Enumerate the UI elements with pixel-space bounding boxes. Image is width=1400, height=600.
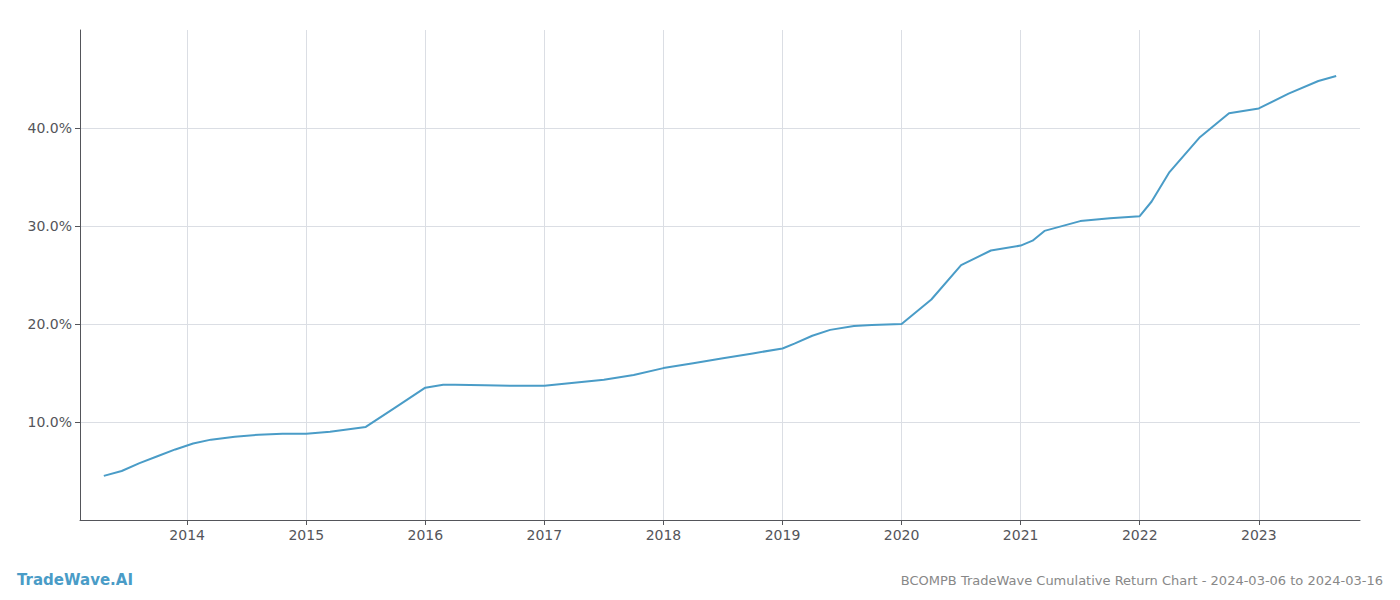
svg-text:TradeWave.AI: TradeWave.AI: [17, 571, 133, 589]
svg-text:30.0%: 30.0%: [28, 218, 72, 234]
svg-text:2019: 2019: [765, 527, 801, 543]
svg-text:2015: 2015: [288, 527, 324, 543]
svg-text:40.0%: 40.0%: [28, 120, 72, 136]
svg-text:2014: 2014: [169, 527, 205, 543]
svg-text:2022: 2022: [1122, 527, 1158, 543]
svg-text:10.0%: 10.0%: [28, 414, 72, 430]
svg-text:2017: 2017: [527, 527, 563, 543]
svg-text:20.0%: 20.0%: [28, 316, 72, 332]
svg-text:2021: 2021: [1003, 527, 1039, 543]
svg-text:BCOMPB TradeWave Cumulative Re: BCOMPB TradeWave Cumulative Return Chart…: [901, 573, 1383, 588]
svg-text:2016: 2016: [407, 527, 443, 543]
svg-text:2018: 2018: [646, 527, 682, 543]
svg-text:2023: 2023: [1241, 527, 1277, 543]
svg-text:2020: 2020: [884, 527, 920, 543]
